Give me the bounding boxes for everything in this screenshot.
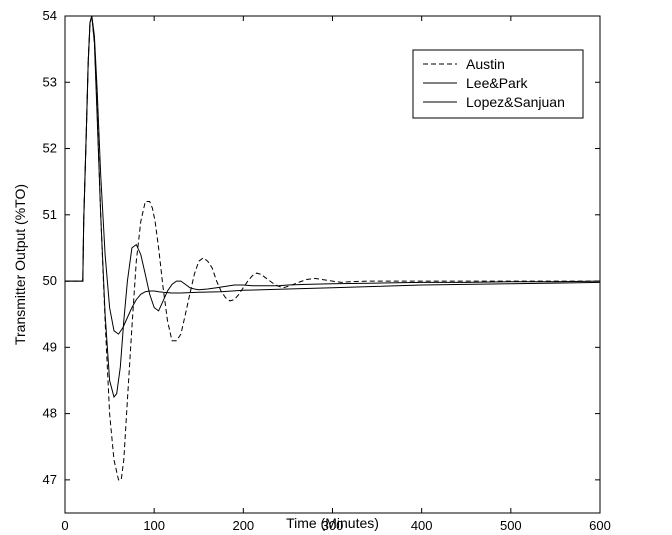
legend-label-1: Austin [466,56,505,72]
series-line-2 [65,15,601,399]
legend-box [412,49,584,119]
x-tick-label: 300 [322,518,344,533]
y-tick-label: 50 [43,273,57,288]
y-axis-title: Transmitter Output (%TO) [12,184,28,345]
y-tick-label: 51 [43,207,57,222]
x-tick-label: 500 [500,518,522,533]
x-tick-label: 400 [411,518,433,533]
x-tick-label: 200 [232,518,254,533]
x-tick-label: 600 [589,518,611,533]
series-line-1 [65,15,600,481]
y-tick-label: 54 [43,8,57,23]
y-tick-label: 49 [43,339,57,354]
legend-label-3: Lopez&Sanjuan [466,94,565,110]
ticks-layer: 0 100 200 300 400 500 600 47 48 49 50 51 52 53 54 [43,8,611,533]
y-tick-label: 53 [43,74,57,89]
x-tick-label: 100 [143,518,165,533]
x-axis-title: Time (Minutes) [286,515,379,531]
legend-label-2: Lee&Park [466,75,528,91]
x-tick-label: 0 [61,518,68,533]
y-tick-label: 48 [43,406,57,421]
y-tick-label: 47 [43,472,57,487]
y-tick-label: 52 [43,141,57,156]
legend: Austin Lee&Park Lopez&Sanjuan [412,49,584,119]
